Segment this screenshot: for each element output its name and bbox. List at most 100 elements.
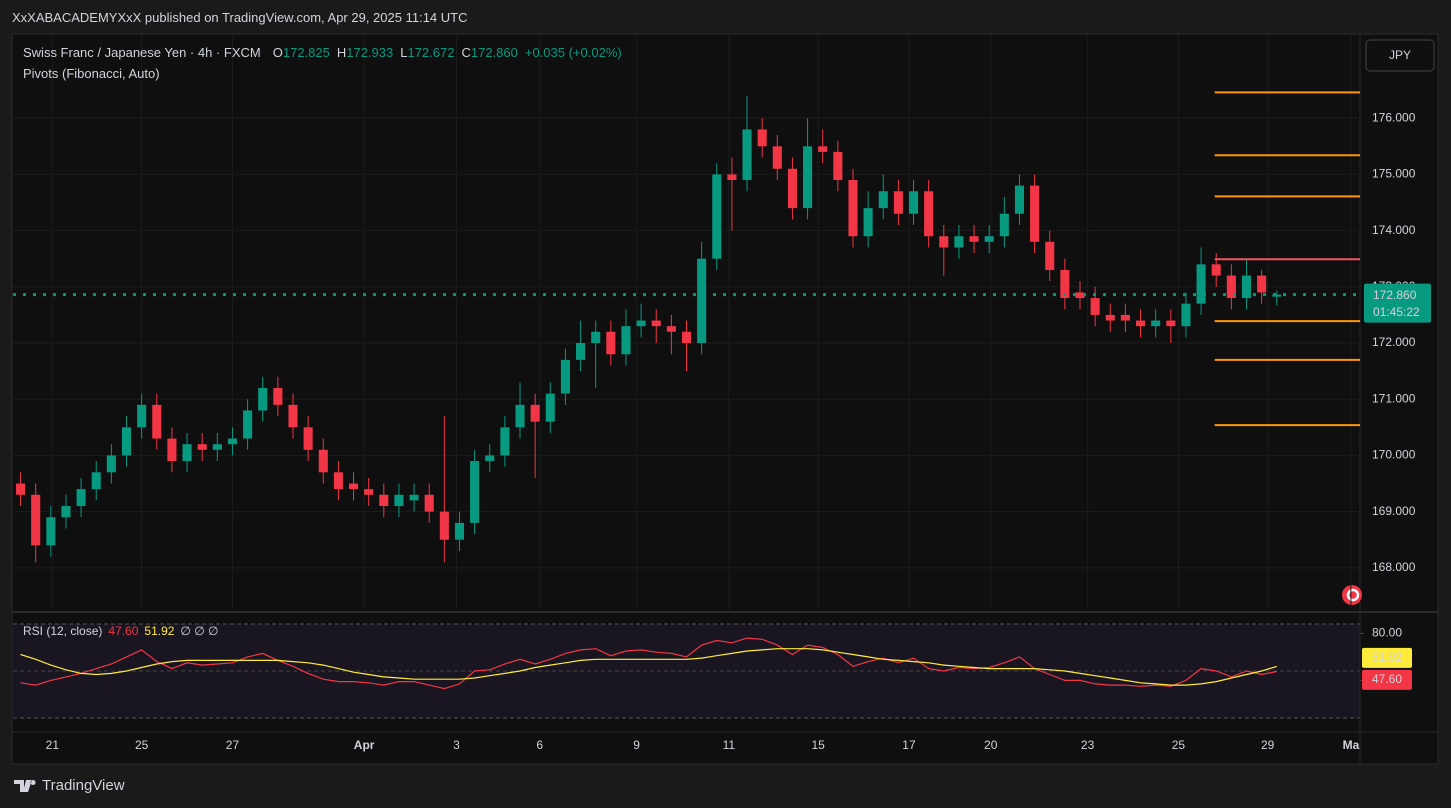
x-tick-label: 21 [46,738,60,752]
candle-body [167,438,177,462]
candle-body [273,387,283,405]
candle-body [1272,294,1282,297]
candle-body [76,489,86,507]
ohlc: O172.825 H172.933 L172.672 C172.860 +0.035 (… [273,45,622,60]
y-tick-label: 171.000 [1372,391,1416,405]
last-value-label: 51.92 [1372,650,1402,664]
marks [13,91,1360,690]
candle-body [439,511,449,540]
x-tick-label: 3 [453,738,460,752]
candle-body [121,427,132,456]
y-tick-label: 176.000 [1372,110,1416,124]
rsi-title: RSI (12, close) [23,624,103,638]
y-tick-label: 174.000 [1372,223,1416,237]
candle-body [515,404,525,428]
last-value-box [1362,669,1412,690]
y-tick-label: 80.00 [1372,626,1402,640]
candle-body [394,494,404,507]
candle-body [500,427,510,456]
candle-body [470,461,480,523]
candle-body [712,174,722,259]
candle-body [91,472,101,490]
candle-body [621,326,631,355]
candle-body [46,517,56,546]
candle-body [636,320,646,327]
x-tick-label: Apr [354,738,375,752]
candle-body [984,236,994,242]
candle-body [576,343,586,360]
candle-body [318,449,328,473]
x-tick-label: 23 [1081,738,1095,752]
labels: 168.000169.000170.000171.000172.000173.0… [46,110,1431,752]
x-tick-label: Ma [1343,738,1360,752]
x-tick-label: 15 [811,738,825,752]
ohlc-value: 172.672 [407,45,455,60]
ohlc-value: 172.933 [346,45,394,60]
candle-body [1075,292,1085,299]
candle-body [333,472,343,490]
ohlc-value: 172.825 [282,45,330,60]
rsi-line [20,637,1277,690]
candle-body [243,410,253,439]
candle-body [606,331,616,355]
candle-body [182,444,192,462]
y-tick-label: 170.000 [1372,448,1416,462]
y-tick-label: 172.000 [1372,335,1416,349]
change: +0.035 (+0.02%) [524,45,622,60]
candle-body [939,236,949,248]
candle-body [1226,275,1236,299]
candle-body [742,129,752,181]
candle-body [893,191,903,214]
symbol: Swiss Franc / Japanese Yen · 4h · FXCM [23,45,261,60]
candle-body [772,146,782,169]
candle-body [227,438,237,445]
candle-body [31,494,41,546]
countdown: 01:45:22 [1373,305,1420,319]
x-tick-label: 25 [135,738,149,752]
candle-body [833,151,843,181]
candle-body [409,494,419,501]
logo-mark [14,780,36,792]
candle-body [1105,314,1115,321]
candle-body [348,483,359,490]
candle-body [681,331,692,344]
x-tick-label: 25 [1172,738,1186,752]
rsi-value: 47.60 [108,624,139,638]
candle-body [61,506,71,518]
ohlc-key: O [272,45,283,60]
candle-body [106,455,116,473]
candle-body [16,483,26,495]
x-tick-label: 9 [633,738,640,752]
candle-body [530,404,540,422]
candle-body [1211,264,1221,276]
candle-body [424,494,434,512]
candle-body [560,359,570,394]
ohlc-key: C [461,45,471,60]
rsi-extra: ∅ ∅ ∅ [180,624,219,638]
candle-body [757,129,767,147]
y-tick-label: 168.000 [1372,560,1416,574]
x-tick-label: 20 [984,738,998,752]
x-tick-label: 27 [226,738,240,752]
candle-body [1181,303,1191,327]
candle-body [364,489,374,495]
logo-text: TradingView [42,777,125,794]
candle-body [924,191,934,237]
candle-body [1166,320,1176,327]
candle-body [863,208,873,237]
rsi-line [20,648,1277,686]
candle-body [999,213,1009,237]
candle-body [969,236,979,242]
rsi-legend: RSI (12, close) 47.60 51.92 ∅ ∅ ∅ [23,624,218,638]
alert-icon[interactable] [1342,585,1362,605]
rsi-value: 51.92 [144,624,175,638]
candle-body [485,455,495,462]
candle-body [152,404,162,439]
x-tick-label: 17 [902,738,916,752]
candle-body [1014,185,1025,214]
x-tick-label: 11 [723,738,736,752]
currency-button[interactable] [1365,39,1435,72]
candle-body [1060,269,1070,299]
candle-body [1090,298,1100,315]
